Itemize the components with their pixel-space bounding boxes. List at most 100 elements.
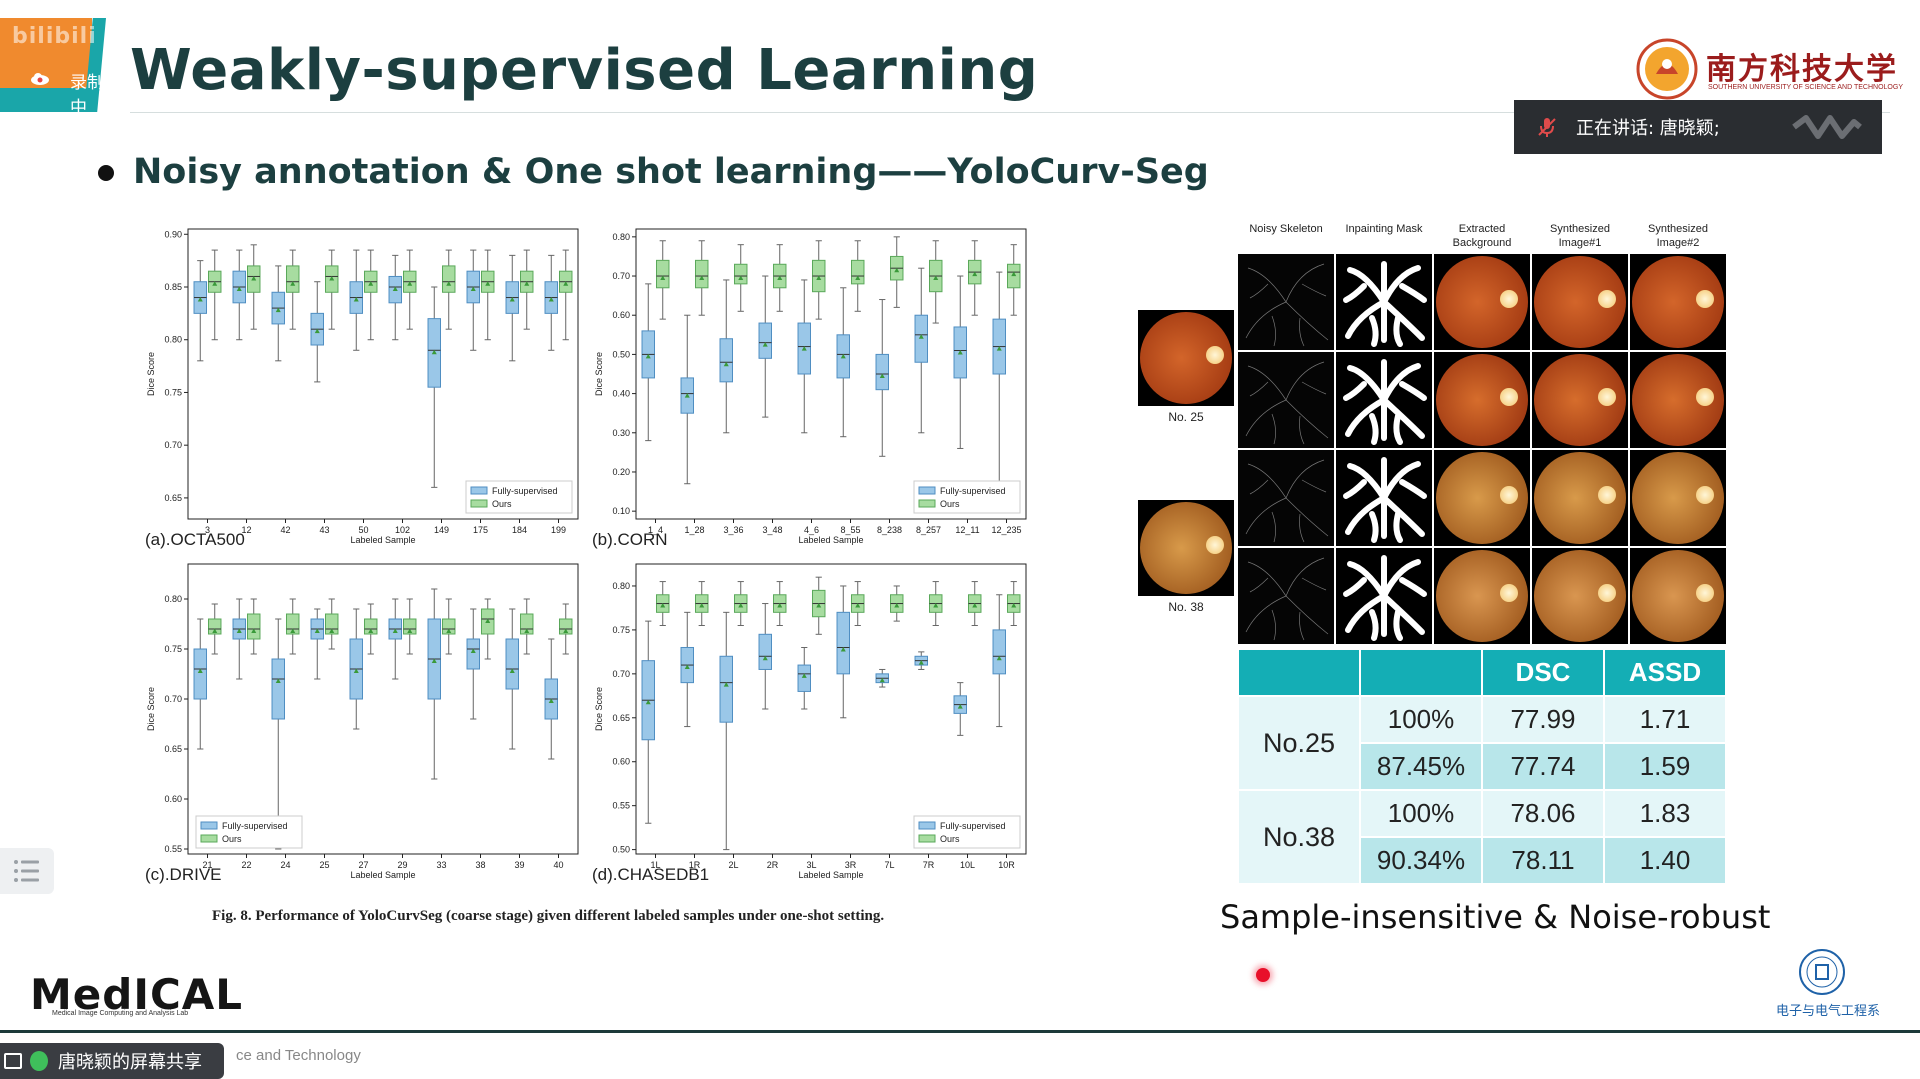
chart-caption-c: (c).DRIVE [145, 865, 222, 884]
chart-drive: 0.55 0.60 0.65 0.70 0.75 0.80 Dice Score 21 22 24… [140, 560, 579, 883]
legend-swatch [918, 821, 936, 830]
x-tick-label: 149 [434, 525, 449, 535]
slide-title: Weakly-supervised Learning [130, 38, 1039, 103]
mean-marker [957, 349, 963, 355]
mean-marker [840, 353, 846, 359]
mean-marker [212, 628, 218, 633]
x-tick-label: 8_257 [916, 525, 941, 535]
inpainting-mask-image [1336, 548, 1432, 644]
box-ours [442, 265, 456, 293]
table-cell-percent: 87.45% [1361, 744, 1481, 789]
mean-marker [645, 353, 651, 359]
y-tick-label: 0.80 [612, 232, 630, 242]
bullet-heading: Noisy annotation & One shot learning——Yo… [133, 152, 1209, 192]
legend-label: Ours [492, 499, 512, 509]
mean-marker [236, 628, 242, 633]
x-tick-label: 3_48 [762, 525, 782, 535]
results-table: DSC ASSD No.25 100% 77.99 1.71 87.45% 77… [1237, 648, 1727, 885]
mean-marker [524, 628, 530, 633]
mean-marker [251, 275, 257, 281]
chart-caption-d: (d).CHASEDB1 [592, 865, 710, 884]
mean-marker [801, 673, 807, 678]
mean-marker [918, 660, 924, 665]
x-tick-label: 12_11 [955, 525, 979, 535]
mean-marker [197, 297, 203, 302]
side-label-no25: No. 25 [1168, 410, 1204, 424]
x-tick-label: 8_238 [877, 525, 902, 535]
y-tick-label: 0.85 [164, 282, 182, 292]
legend-label: Fully-supervised [492, 486, 558, 496]
cloud-icon [31, 73, 49, 85]
x-tick-label: 29 [397, 860, 407, 870]
x-tick-label: 33 [436, 860, 446, 870]
mean-marker [918, 334, 924, 339]
mean-marker [855, 275, 861, 281]
mean-marker [197, 668, 203, 673]
mean-marker [407, 628, 413, 633]
table-cell-sample: No.38 [1239, 791, 1359, 883]
grid-header-noisy-skeleton: Noisy Skeleton [1249, 223, 1323, 235]
mean-marker [723, 361, 729, 367]
y-tick-label: 0.75 [164, 387, 182, 397]
box-ours [286, 265, 300, 293]
laser-pointer [1256, 968, 1270, 982]
legend-label: Fully-supervised [222, 821, 288, 831]
y-axis-label: Dice Score [146, 352, 156, 396]
menu-button[interactable] [0, 848, 54, 894]
table-row: 90.34% 78.11 1.40 [1239, 838, 1725, 883]
x-tick-label: 7L [884, 860, 894, 870]
y-tick-label: 0.30 [612, 428, 630, 438]
x-tick-label: 8_55 [840, 525, 860, 535]
inpainting-mask-image [1336, 254, 1432, 350]
chart-caption-a: (a).OCTA500 [145, 530, 245, 549]
mean-marker [275, 307, 281, 313]
grid-header-inpainting-mask: Inpainting Mask [1345, 223, 1423, 235]
table-cell-dsc: 77.74 [1483, 744, 1603, 789]
mean-marker [972, 271, 978, 277]
mean-marker [251, 628, 257, 633]
chart-svg: 0.65 0.70 0.75 0.80 0.85 0.90 Dice Score 3 12 42 4… [146, 228, 579, 545]
x-tick-label: 3R [845, 860, 857, 870]
y-tick-label: 0.70 [164, 694, 182, 704]
synthesized-image-2 [1630, 254, 1726, 350]
mean-marker [660, 603, 666, 608]
chart-svg: 0.55 0.60 0.65 0.70 0.75 0.80 Dice Score 21 22 24… [146, 563, 579, 880]
table-header-assd: ASSD [1605, 650, 1725, 695]
mean-marker [777, 275, 783, 281]
y-tick-label: 0.60 [612, 310, 630, 320]
x-axis-label: Labeled Sample [350, 535, 415, 545]
side-label-no38: No. 38 [1168, 600, 1204, 614]
box-fully-supervised [466, 638, 480, 670]
mean-marker [485, 618, 491, 623]
y-tick-label: 0.80 [164, 335, 182, 345]
extracted-background-image [1434, 352, 1530, 448]
legend-swatch [918, 486, 936, 495]
mean-marker [368, 628, 374, 633]
mean-marker [1011, 271, 1017, 277]
screen-share-badge[interactable]: 唐晓颖的屏幕共享 [0, 1043, 224, 1079]
x-tick-label: 27 [358, 860, 368, 870]
mean-marker [816, 603, 822, 608]
mean-marker [275, 678, 281, 683]
box-fully-supervised [836, 611, 851, 675]
x-tick-label: 199 [551, 525, 566, 535]
chart-svg: 0.10 0.20 0.30 0.40 0.50 0.60 0.70 0.80 Dice Sco… [594, 228, 1027, 545]
box-ours [403, 618, 417, 635]
noisy-skeleton-image [1238, 254, 1334, 350]
table-header-sample [1239, 650, 1359, 695]
box-fully-supervised [758, 322, 773, 359]
legend-label: Ours [940, 834, 960, 844]
voice-wave-icon [1792, 115, 1862, 139]
plot-frame [635, 563, 1027, 855]
x-tick-label: 10L [960, 860, 975, 870]
y-tick-label: 0.70 [612, 669, 630, 679]
y-axis-label: Dice Score [146, 687, 156, 731]
noisy-skeleton-image [1238, 548, 1334, 644]
mean-marker [855, 603, 861, 608]
synthesized-image-1 [1532, 450, 1628, 546]
recording-badge: bilibili 录制中 [0, 18, 108, 118]
legend-label: Fully-supervised [940, 486, 1006, 496]
legend-box [465, 480, 573, 514]
mean-marker [353, 297, 359, 302]
x-tick-label: 10R [998, 860, 1015, 870]
